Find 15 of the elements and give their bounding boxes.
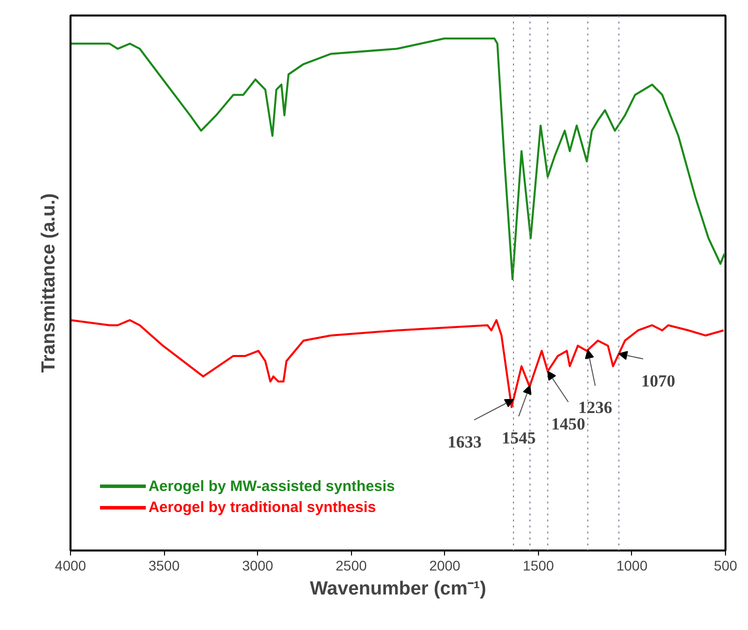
text: Aerogel by traditional synthesis bbox=[148, 499, 376, 516]
ref-line-label: 1633 bbox=[448, 432, 482, 452]
x-tick-label: 3000 bbox=[242, 558, 274, 574]
x-tick-label: 2500 bbox=[336, 558, 367, 574]
x-tick-label: 1500 bbox=[522, 558, 554, 574]
x-tick-label: 2000 bbox=[429, 558, 461, 574]
x-axis-title: Wavenumber (cm⁻¹) bbox=[310, 578, 486, 600]
text: Aerogel by MW-assisted synthesis bbox=[148, 478, 395, 495]
x-tick-label: 3500 bbox=[148, 558, 180, 574]
x-tick-label: 500 bbox=[714, 558, 738, 574]
ref-line-label: 1070 bbox=[641, 371, 676, 390]
ref-line-label: 1545 bbox=[502, 428, 536, 448]
x-tick-label: 4000 bbox=[54, 558, 86, 574]
x-tick-label: 1000 bbox=[616, 558, 648, 574]
y-axis-title: Transmittance (a.u.) bbox=[38, 193, 60, 373]
